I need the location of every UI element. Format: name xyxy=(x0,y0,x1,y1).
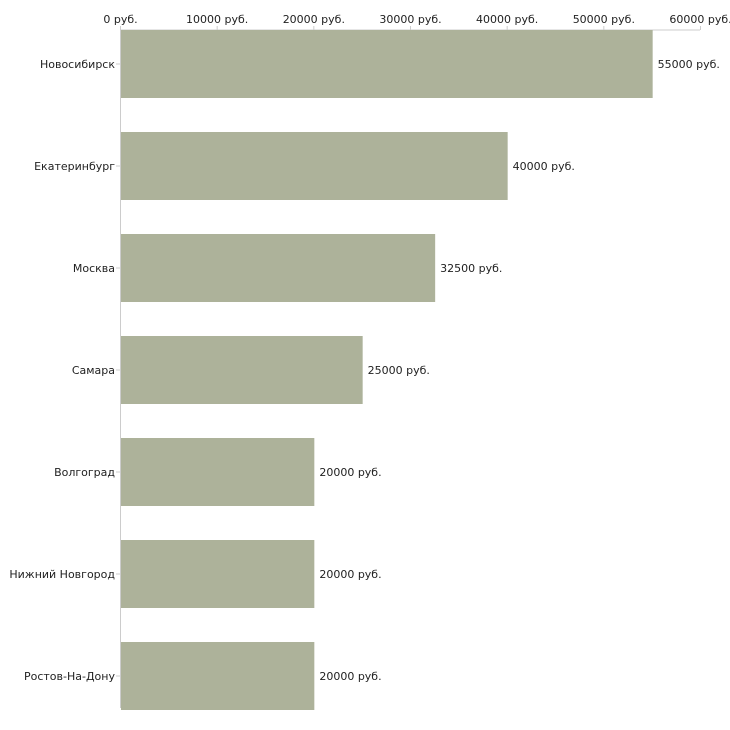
bar xyxy=(121,132,508,200)
category-label: Ростов-На-Дону xyxy=(24,670,115,683)
x-tick-label: 30000 руб. xyxy=(379,13,441,26)
value-labels: 55000 руб. 40000 руб. 32500 руб. 25000 руб.… xyxy=(319,58,720,683)
x-tick-label: 10000 руб. xyxy=(186,13,248,26)
category-label: Новосибирск xyxy=(40,58,115,71)
value-label: 40000 руб. xyxy=(513,160,575,173)
value-label: 55000 руб. xyxy=(658,58,720,71)
y-axis: Новосибирск Екатеринбург Москва Самара Волго… xyxy=(9,30,121,708)
category-label: Екатеринбург xyxy=(34,160,115,173)
category-label: Самара xyxy=(72,364,115,377)
x-axis: 0 руб. 10000 руб. 20000 руб. 30000 руб. 4000… xyxy=(103,13,730,31)
x-tick-label: 60000 руб. xyxy=(669,13,730,26)
x-tick-label: 20000 руб. xyxy=(283,13,345,26)
value-label: 32500 руб. xyxy=(440,262,502,275)
x-tick-label: 0 руб. xyxy=(103,13,137,26)
value-label: 20000 руб. xyxy=(319,670,381,683)
bar xyxy=(121,30,653,98)
value-label: 20000 руб. xyxy=(319,568,381,581)
category-label: Волгоград xyxy=(54,466,115,479)
category-label: Нижний Новгород xyxy=(9,568,115,581)
value-label: 25000 руб. xyxy=(368,364,430,377)
bar xyxy=(121,234,436,302)
category-label: Москва xyxy=(73,262,115,275)
bars xyxy=(121,30,653,710)
bar xyxy=(121,642,315,710)
x-tick-label: 50000 руб. xyxy=(573,13,635,26)
bar xyxy=(121,336,363,404)
x-tick-label: 40000 руб. xyxy=(476,13,538,26)
bar xyxy=(121,540,315,608)
bar xyxy=(121,438,315,506)
value-label: 20000 руб. xyxy=(319,466,381,479)
